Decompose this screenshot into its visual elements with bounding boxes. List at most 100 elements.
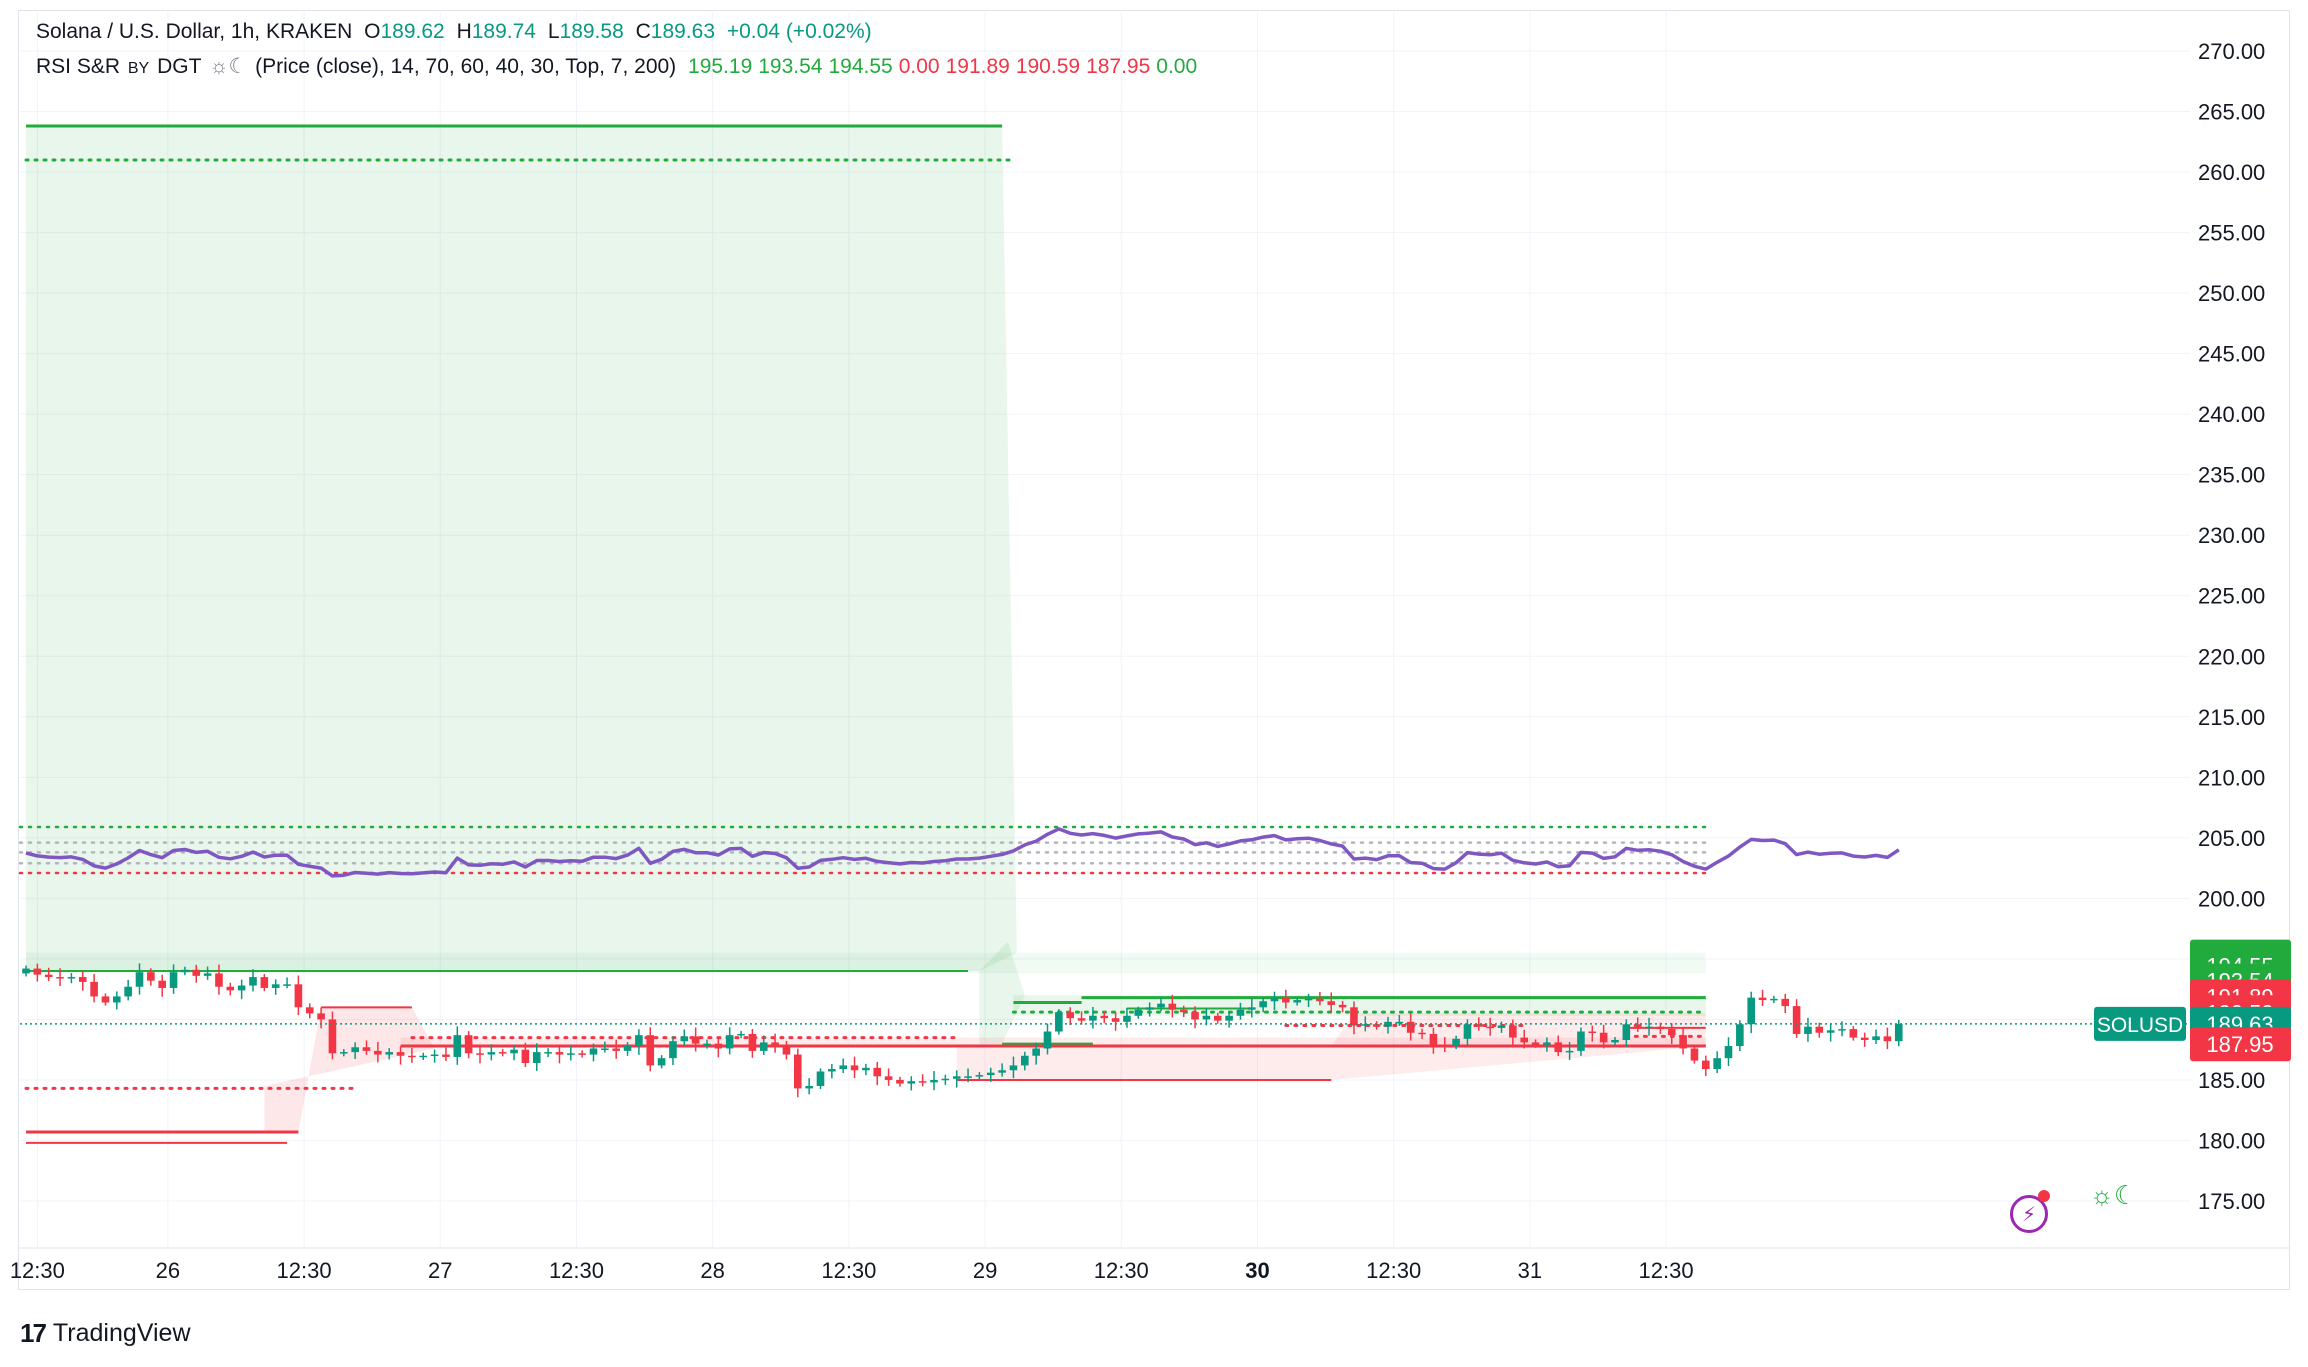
- candle-body: [839, 1065, 847, 1070]
- candle-body: [1202, 1015, 1211, 1020]
- candle-body: [737, 1033, 745, 1036]
- open-label: O: [364, 20, 381, 43]
- candle-body: [748, 1033, 757, 1051]
- candle-body: [249, 977, 257, 986]
- candle-body: [453, 1035, 462, 1057]
- y-tick-label: 205.00: [2198, 826, 2265, 851]
- candle-body: [1509, 1025, 1517, 1038]
- candle-body: [782, 1044, 791, 1055]
- symbol-title[interactable]: Solana / U.S. Dollar, 1h, KRAKEN: [36, 20, 353, 43]
- x-tick-label: 28: [700, 1258, 724, 1283]
- notification-dot: [2038, 1190, 2050, 1202]
- candle-body: [510, 1049, 518, 1054]
- candle-body: [623, 1046, 632, 1051]
- candle-body: [1611, 1040, 1619, 1043]
- indicator-name[interactable]: RSI S&R: [36, 55, 121, 78]
- candle-body: [1770, 998, 1778, 1001]
- candle-body: [340, 1052, 348, 1054]
- candle-body: [271, 984, 280, 988]
- candle-body: [986, 1072, 995, 1076]
- candle-body: [283, 984, 291, 986]
- candle-body: [759, 1042, 768, 1051]
- candle-body: [850, 1065, 859, 1071]
- y-tick-label: 255.00: [2198, 221, 2265, 246]
- tradingview-logo[interactable]: 17 TradingView: [20, 1318, 191, 1349]
- candle-body: [78, 977, 87, 982]
- candle-body: [362, 1047, 371, 1051]
- candle-body: [498, 1052, 507, 1054]
- candle-body: [1111, 1018, 1120, 1022]
- candle-body: [158, 980, 166, 988]
- candle-body: [1826, 1030, 1835, 1033]
- candle-body: [226, 986, 235, 991]
- candle-body: [918, 1081, 927, 1083]
- candle-body: [1213, 1015, 1222, 1021]
- candle-body: [22, 968, 30, 974]
- close-label: C: [635, 20, 651, 43]
- candle-body: [1622, 1024, 1631, 1040]
- candle-body: [1860, 1037, 1869, 1040]
- candle-body: [1690, 1048, 1699, 1061]
- indicator-by: BY: [127, 60, 150, 77]
- candle-body: [907, 1081, 916, 1084]
- y-tick-label: 230.00: [2198, 523, 2265, 548]
- candle-body: [1747, 997, 1755, 1025]
- candle-body: [1157, 1003, 1165, 1008]
- x-tick-label: 12:30: [277, 1258, 332, 1283]
- candle-body: [1248, 1007, 1256, 1010]
- x-tick-label: 12:30: [1639, 1258, 1694, 1283]
- y-tick-label: 220.00: [2198, 644, 2265, 669]
- candle-body: [1145, 1007, 1154, 1010]
- high-value: 189.74: [471, 20, 536, 43]
- candle-body: [1440, 1044, 1449, 1047]
- symbol-tag-bg: [2094, 1006, 2186, 1041]
- candle-body: [1293, 1000, 1301, 1003]
- candle-body: [215, 973, 223, 987]
- indicator-value: 187.95: [1086, 55, 1151, 78]
- change-value: +0.04 (+0.02%): [726, 20, 872, 43]
- candle-body: [1656, 1026, 1665, 1030]
- candle-body: [396, 1052, 405, 1056]
- candle-body: [487, 1052, 496, 1055]
- candle-body: [1838, 1029, 1846, 1031]
- candle-body: [1179, 1009, 1188, 1013]
- candle-body: [1577, 1031, 1585, 1051]
- x-tick-label: 12:30: [10, 1258, 65, 1283]
- price-label: 187.95: [2206, 1032, 2273, 1057]
- candle-body: [1497, 1025, 1506, 1028]
- candle-body: [1543, 1042, 1551, 1045]
- candle-body: [1713, 1058, 1721, 1070]
- candle-body: [1316, 998, 1324, 1002]
- candle-body: [203, 973, 212, 976]
- candle-body: [1452, 1038, 1460, 1047]
- candle-body: [714, 1043, 723, 1049]
- candle-body: [1758, 997, 1767, 1001]
- candle-body: [464, 1035, 473, 1054]
- candle-body: [1849, 1029, 1858, 1038]
- low-label: L: [547, 20, 560, 43]
- candle-body: [1327, 1001, 1336, 1005]
- indicator-value: 194.55: [828, 55, 893, 78]
- y-tick-label: 200.00: [2198, 886, 2265, 911]
- candle-body: [975, 1075, 984, 1077]
- zone-fill: [264, 1007, 435, 1132]
- candle-body: [1350, 1007, 1358, 1026]
- candle-body: [328, 1019, 337, 1054]
- tradingview-logo-text: TradingView: [52, 1319, 191, 1347]
- candle-body: [1804, 1026, 1812, 1034]
- x-tick-label: 26: [156, 1258, 180, 1283]
- candle-body: [1815, 1026, 1824, 1033]
- candle-body: [657, 1058, 666, 1066]
- candle-body: [1418, 1032, 1426, 1035]
- candle-body: [703, 1043, 711, 1046]
- x-tick-label: 12:30: [549, 1258, 604, 1283]
- indicator-value: 195.19: [688, 55, 753, 78]
- x-tick-label: 29: [973, 1258, 997, 1283]
- bolt-icon[interactable]: ⚡: [2010, 1195, 2048, 1233]
- sun-moon-icon: ☼☾: [2090, 1180, 2138, 1210]
- candle-body: [680, 1036, 689, 1042]
- candle-body: [1599, 1032, 1608, 1043]
- candle-body: [567, 1053, 575, 1055]
- y-tick-label: 175.00: [2198, 1189, 2265, 1214]
